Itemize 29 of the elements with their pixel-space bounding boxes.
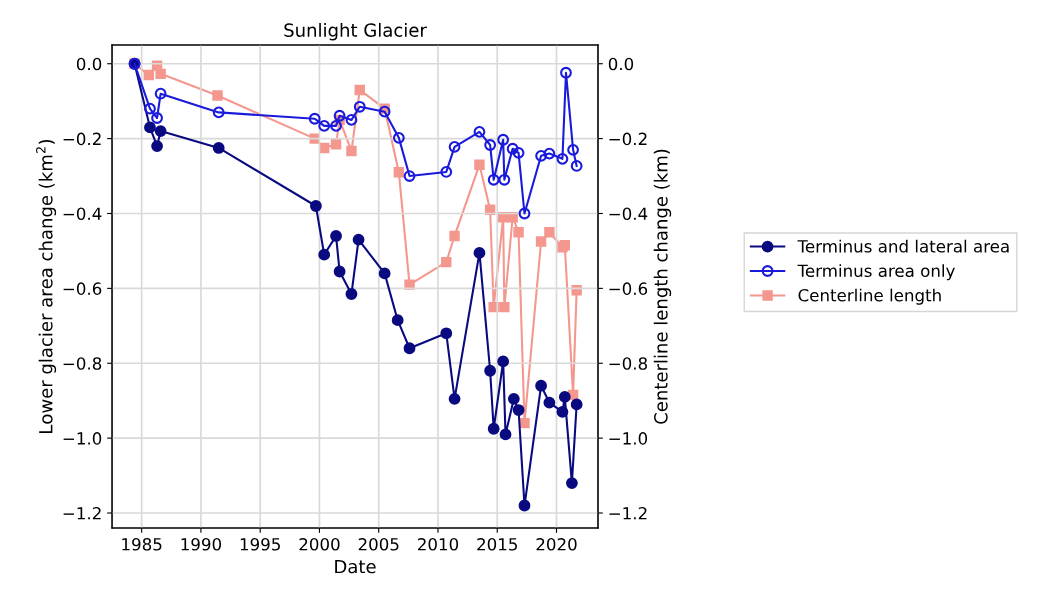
y-tick-label: −1.2 (63, 506, 101, 520)
legend-label: Centerline length (798, 288, 941, 305)
y2-tick-label: −0.2 (609, 132, 647, 146)
x-tick-label: 1990 (181, 538, 222, 551)
x-tick-label: 2005 (358, 538, 399, 551)
y-tick-label: −0.4 (63, 207, 102, 221)
legend-label: Terminus area only (797, 264, 955, 281)
x-tick-label: 2010 (417, 538, 459, 551)
x-axis-title: Date (335, 559, 376, 574)
x-tick-label: 1985 (122, 538, 162, 551)
y2-tick-label: −1.2 (609, 506, 647, 520)
y-axis-title: Lower glacier area change (km$^{2}$) (36, 139, 57, 433)
x-tick-label: 1995 (240, 538, 280, 551)
y-tick-label: −0.6 (63, 282, 102, 295)
y2-tick-label: 0.0 (608, 57, 634, 71)
y2-axis-title: Centerline length change (km) (653, 149, 672, 424)
y-tick-label: −0.2 (63, 132, 101, 146)
x-tick-label: 2015 (477, 538, 517, 551)
y2-tick-label: −1.0 (609, 432, 648, 445)
y2-tick-label: −0.4 (609, 207, 648, 221)
y2-tick-label: −0.6 (609, 282, 648, 295)
y-tick-label: 0.0 (76, 57, 102, 71)
chart-title: Sunlight Glacier (284, 22, 427, 41)
y-tick-label: −1.0 (63, 432, 102, 445)
x-tick-label: 2000 (299, 538, 340, 551)
y2-tick-label: −0.8 (609, 357, 648, 370)
x-tick-label: 2020 (536, 538, 577, 551)
legend-label: Terminus and lateral area (797, 239, 1009, 253)
y-tick-label: −0.8 (63, 357, 102, 370)
